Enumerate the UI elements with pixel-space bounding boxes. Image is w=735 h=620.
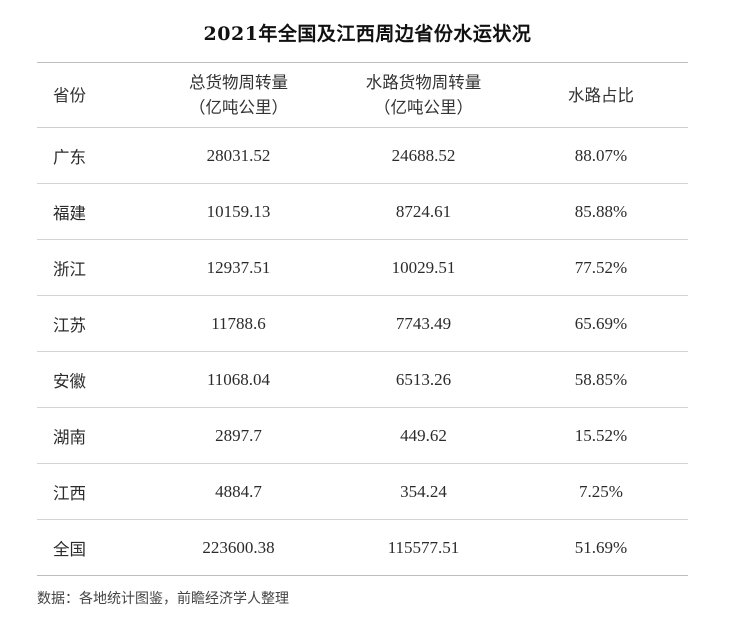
- cell-water-turnover: 10029.51: [333, 239, 514, 296]
- cell-water-turnover: 6513.26: [333, 351, 514, 408]
- cell-province: 安徽: [37, 351, 144, 408]
- cell-total-turnover: 11788.6: [144, 295, 333, 352]
- cell-water-share: 15.52%: [514, 407, 688, 464]
- source-note: 数据：各地统计图鉴，前瞻经济学人整理: [37, 591, 289, 607]
- cell-water-turnover: 449.62: [333, 407, 514, 464]
- cell-water-turnover: 24688.52: [333, 127, 514, 184]
- cell-total-turnover: 12937.51: [144, 239, 333, 296]
- header-label: 水路货物周转量: [365, 73, 482, 92]
- page-title: 2021年全国及江西周边省份水运状况: [203, 23, 532, 45]
- cell-total-turnover: 28031.52: [144, 127, 333, 184]
- cell-water-turnover: 7743.49: [333, 295, 514, 352]
- cell-water-share: 77.52%: [514, 239, 688, 296]
- cell-water-turnover: 8724.61: [333, 183, 514, 240]
- header-province: 省份: [37, 62, 144, 128]
- header-label: 水路占比: [568, 85, 634, 105]
- table-row: 广东 28031.52 24688.52 88.07%: [37, 127, 688, 184]
- header-unit: （亿吨公里）: [189, 98, 288, 117]
- table-row: 湖南 2897.7 449.62 15.52%: [37, 407, 688, 464]
- cell-province: 江西: [37, 463, 144, 520]
- cell-water-share: 51.69%: [574, 537, 628, 557]
- table-row: 福建 10159.13 8724.61 85.88%: [37, 183, 688, 240]
- header-water-turnover: 水路货物周转量 （亿吨公里）: [333, 62, 514, 128]
- cell-province: 湖南: [37, 407, 144, 464]
- table-row: 江苏 11788.6 7743.49 65.69%: [37, 295, 688, 352]
- cell-total-turnover: 4884.7: [144, 463, 333, 520]
- header-total-turnover: 总货物周转量 （亿吨公里）: [144, 62, 333, 128]
- header-water-share: 水路占比: [514, 62, 688, 128]
- cell-province: 广东: [37, 127, 144, 184]
- cell-water-turnover: 354.24: [333, 463, 514, 520]
- cell-total-turnover: 11068.04: [144, 351, 333, 408]
- cell-water-share: 88.07%: [514, 127, 688, 184]
- cell-water-share: 7.25%: [514, 463, 688, 520]
- header-label: 省份: [53, 85, 86, 105]
- data-table: 省份 总货物周转量 （亿吨公里） 水路货物周转量 （亿吨公里） 水路占比 广东 …: [37, 62, 688, 576]
- table-row: 安徽 11068.04 6513.26 58.85%: [37, 351, 688, 408]
- cell-province: 江苏: [37, 295, 144, 352]
- cell-province: 福建: [37, 183, 144, 240]
- cell-water-share: 58.85%: [514, 351, 688, 408]
- cell-water-share: 85.88%: [514, 183, 688, 240]
- header-label: 总货物周转量: [189, 73, 288, 92]
- cell-total-turnover: 10159.13: [144, 183, 333, 240]
- cell-province: 全国: [53, 539, 86, 559]
- table-row: 江西 4884.7 354.24 7.25%: [37, 463, 688, 520]
- table-row: 浙江 12937.51 10029.51 77.52%: [37, 239, 688, 296]
- cell-total-turnover: 223600.38: [202, 537, 275, 557]
- cell-water-share: 65.69%: [514, 295, 688, 352]
- cell-province: 浙江: [37, 239, 144, 296]
- cell-total-turnover: 2897.7: [144, 407, 333, 464]
- header-unit: （亿吨公里）: [374, 98, 473, 117]
- table-row: 全国 223600.38 115577.51 51.69%: [37, 520, 688, 576]
- cell-water-turnover: 115577.51: [387, 537, 460, 557]
- table-header-row: 省份 总货物周转量 （亿吨公里） 水路货物周转量 （亿吨公里） 水路占比: [37, 62, 688, 128]
